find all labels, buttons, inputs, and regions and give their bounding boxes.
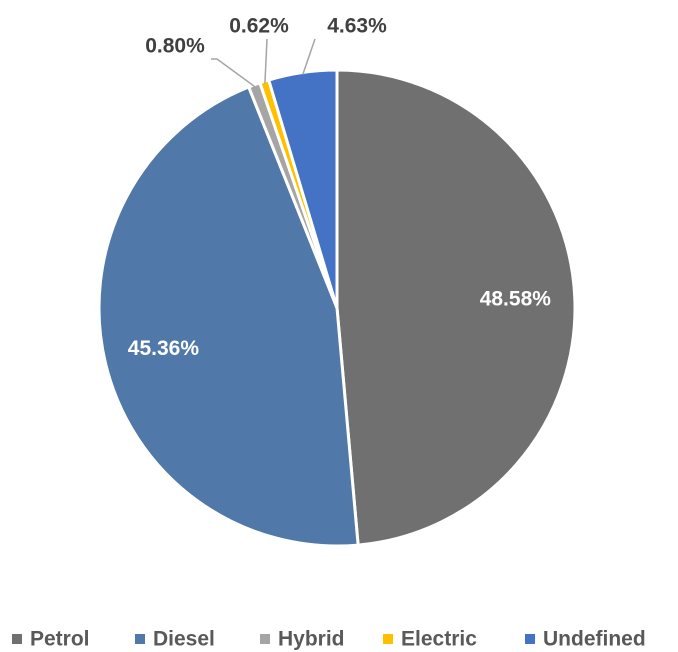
- data-label: 0.80%: [145, 35, 205, 58]
- pie-slice: [266, 68, 339, 309]
- leader-line: [211, 58, 256, 88]
- data-label: 48.58%: [480, 288, 552, 311]
- legend-swatch: [135, 634, 145, 644]
- leader-line: [302, 38, 316, 75]
- data-label: 0.62%: [229, 15, 289, 38]
- legend-label: Hybrid: [278, 628, 345, 651]
- legend-label: Electric: [401, 628, 477, 651]
- data-label: 45.36%: [128, 337, 200, 360]
- legend-swatch: [525, 634, 535, 644]
- legend-swatch: [260, 634, 270, 644]
- legend-swatch: [383, 634, 393, 644]
- data-label: 4.63%: [327, 15, 387, 38]
- leader-line: [264, 38, 268, 84]
- legend-label: Diesel: [153, 628, 215, 651]
- legend-label: Petrol: [30, 628, 90, 651]
- legend-label: Undefined: [543, 628, 646, 651]
- legend-swatch: [12, 634, 22, 644]
- pie-slice: [335, 68, 577, 547]
